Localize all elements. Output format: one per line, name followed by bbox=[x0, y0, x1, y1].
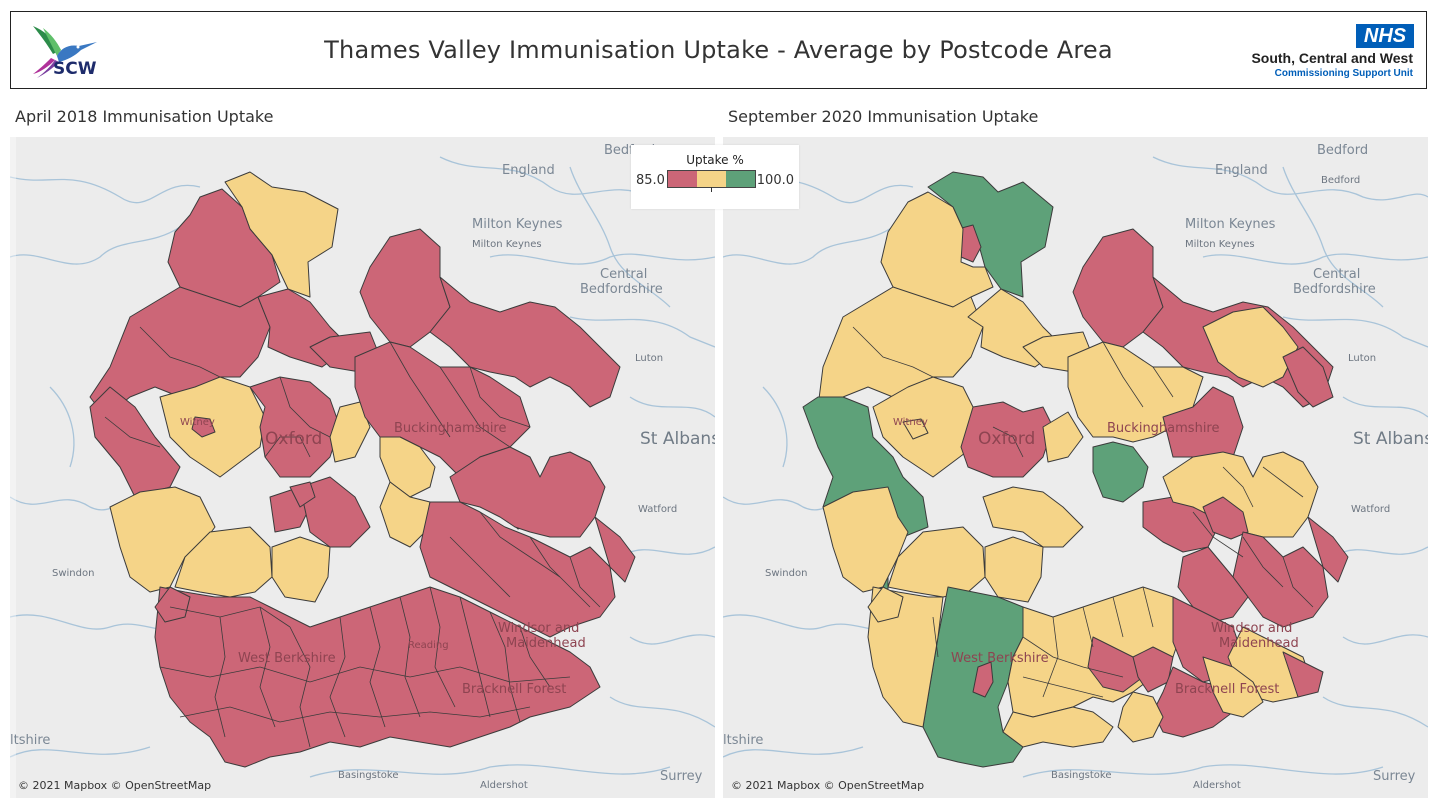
place-label-aldershot: Aldershot bbox=[480, 780, 528, 791]
legend-title: Uptake % bbox=[686, 153, 744, 167]
place-label-buckinghamshire: Buckinghamshire bbox=[1107, 421, 1220, 436]
place-label-st-albans: St Albans bbox=[1353, 429, 1428, 449]
place-label-windsor-2: Maidenhead bbox=[506, 636, 586, 651]
scw-hummingbird-logo bbox=[23, 20, 113, 84]
legend-tick bbox=[711, 187, 712, 192]
place-label-wiltshire: ltshire bbox=[10, 733, 51, 748]
uptake-legend: Uptake % 85.0 100.0 bbox=[631, 145, 799, 209]
place-label-bedford-small: Bedford bbox=[1321, 175, 1361, 186]
place-label-central-beds-2: Bedfordshire bbox=[580, 282, 663, 297]
place-label-wiltshire: ltshire bbox=[723, 733, 764, 748]
place-label-bedford: Bedford bbox=[1317, 143, 1369, 158]
right-map-title: September 2020 Immunisation Uptake bbox=[728, 107, 1039, 126]
place-label-windsor-1: Windsor and bbox=[1211, 621, 1293, 636]
place-label-surrey: Surrey bbox=[1373, 769, 1416, 784]
place-label-milton-keynes: Milton Keynes bbox=[472, 217, 563, 232]
place-label-watford: Watford bbox=[1351, 504, 1391, 515]
map-attribution-left[interactable]: © 2021 Mapbox © OpenStreetMap bbox=[18, 779, 212, 792]
map-regions-left bbox=[89, 171, 636, 768]
place-label-oxford: Oxford bbox=[978, 429, 1036, 449]
legend-swatch-low bbox=[668, 171, 697, 187]
page-title: Thames Valley Immunisation Uptake - Aver… bbox=[324, 36, 1113, 64]
dashboard-header: SCW Thames Valley Immunisation Uptake - … bbox=[10, 11, 1427, 89]
legend-swatch-mid bbox=[697, 171, 726, 187]
place-label-surrey: Surrey bbox=[660, 769, 703, 784]
place-label-st-albans: St Albans bbox=[640, 429, 715, 449]
map-september-2020[interactable]: Bedford Bedford England Milton Keynes Mi… bbox=[723, 137, 1428, 798]
place-label-central-beds-2: Bedfordshire bbox=[1293, 282, 1376, 297]
map-april-2018[interactable]: Bedford England Milton Keynes Milton Key… bbox=[10, 137, 715, 798]
place-label-oxford: Oxford bbox=[265, 429, 323, 449]
nhs-logo: NHS bbox=[1356, 24, 1414, 48]
place-label-bracknell-forest: Bracknell Forest bbox=[1175, 682, 1280, 697]
place-label-basingstoke: Basingstoke bbox=[338, 770, 399, 781]
place-label-central-beds-1: Central bbox=[1313, 267, 1361, 282]
place-label-bracknell-forest: Bracknell Forest bbox=[462, 682, 567, 697]
map-basemap-right bbox=[723, 156, 1428, 778]
left-map-title: April 2018 Immunisation Uptake bbox=[15, 107, 274, 126]
place-label-central-beds-1: Central bbox=[600, 267, 648, 282]
place-label-luton: Luton bbox=[1348, 353, 1377, 364]
place-label-witney: Witney bbox=[893, 417, 928, 428]
place-label-basingstoke: Basingstoke bbox=[1051, 770, 1112, 781]
place-label-windsor-2: Maidenhead bbox=[1219, 636, 1299, 651]
legend-color-ramp bbox=[667, 170, 756, 188]
place-label-milton-keynes-small: Milton Keynes bbox=[1185, 239, 1255, 250]
place-label-aldershot: Aldershot bbox=[1193, 780, 1241, 791]
map-attribution-right[interactable]: © 2021 Mapbox © OpenStreetMap bbox=[731, 779, 925, 792]
place-label-milton-keynes-small: Milton Keynes bbox=[472, 239, 542, 250]
place-label-witney: Witney bbox=[180, 417, 215, 428]
place-label-watford: Watford bbox=[638, 504, 678, 515]
place-label-buckinghamshire: Buckinghamshire bbox=[394, 421, 507, 436]
place-label-west-berkshire: West Berkshire bbox=[951, 651, 1049, 666]
place-label-england: England bbox=[502, 163, 555, 178]
place-label-milton-keynes: Milton Keynes bbox=[1185, 217, 1276, 232]
map-regions-right bbox=[802, 171, 1349, 768]
place-label-west-berkshire: West Berkshire bbox=[238, 651, 336, 666]
place-label-england: England bbox=[1215, 163, 1268, 178]
legend-swatch-high bbox=[726, 171, 755, 187]
org-subtitle: Commissioning Support Unit bbox=[1274, 68, 1413, 79]
place-label-swindon: Swindon bbox=[765, 568, 808, 579]
place-label-luton: Luton bbox=[635, 353, 664, 364]
place-label-windsor-1: Windsor and bbox=[498, 621, 580, 636]
scw-logo-text: SCW bbox=[53, 59, 97, 79]
place-label-reading: Reading bbox=[408, 640, 449, 651]
org-name: South, Central and West bbox=[1251, 50, 1413, 66]
place-label-swindon: Swindon bbox=[52, 568, 95, 579]
legend-min-label: 85.0 bbox=[636, 173, 665, 188]
legend-max-label: 100.0 bbox=[756, 173, 794, 188]
